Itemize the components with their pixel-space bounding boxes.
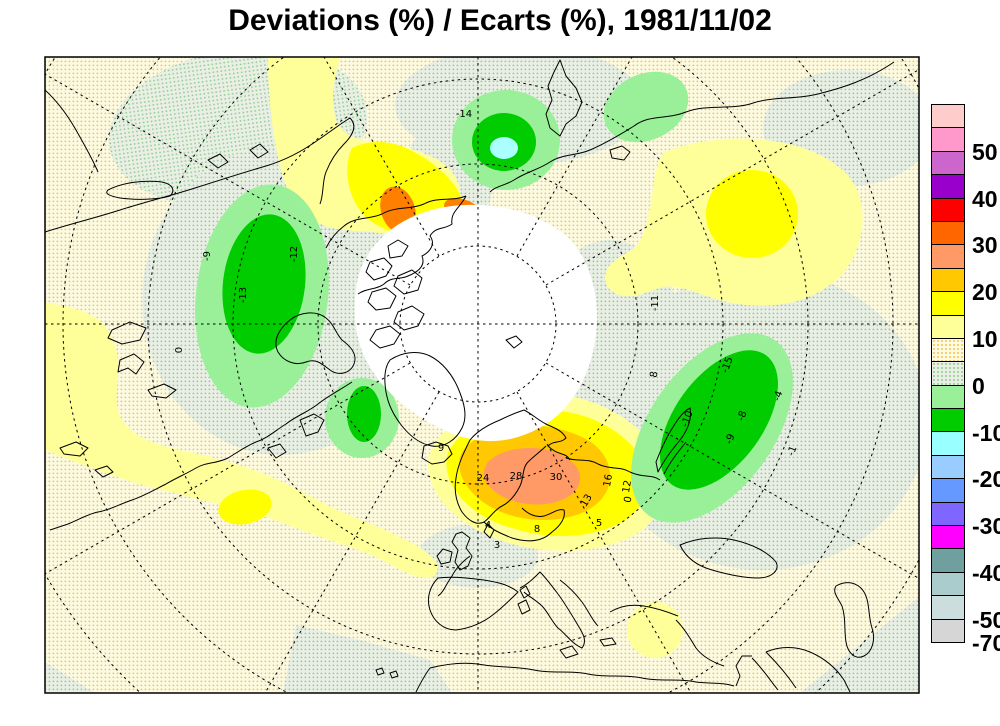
contour-value-label: 0 [174, 347, 185, 353]
colorbar-cell [931, 104, 965, 129]
colorbar-cell [931, 244, 965, 269]
contour-value-label: 16 [602, 473, 615, 487]
colorbar-cell [931, 127, 965, 152]
contour-value-label: -1 [786, 445, 800, 458]
colorbar-tick-label: 20 [972, 279, 998, 306]
contour-value-label: 30 [550, 472, 563, 483]
contour-value-label: 12 [621, 479, 634, 493]
contour-value-label: -15 [720, 356, 736, 375]
contour-value-label: 0 [623, 495, 635, 503]
colorbar-cell [931, 431, 965, 456]
contour-value-label: -4 [772, 390, 786, 403]
colorbar-cell [931, 548, 965, 573]
colorbar-cell [931, 291, 965, 316]
colorbar-cell [931, 267, 965, 293]
colorbar-tick-label: 30 [972, 232, 998, 259]
colorbar-cell [931, 384, 965, 410]
contour-value-label: 8 [534, 524, 540, 535]
colorbar-cell [931, 571, 965, 597]
contour-value-label: -10 [680, 410, 696, 429]
contour-value-label: 28 [510, 471, 523, 482]
colorbar-tick-label: -20 [972, 466, 1000, 493]
figure-title: Deviations (%) / Ecarts (%), 1981/11/02 [228, 4, 772, 37]
contour-value-label: 4 [485, 520, 491, 531]
colorbar-tick-label: 40 [972, 185, 998, 212]
colorbar-tick-label: -30 [972, 513, 1000, 540]
contour-value-label: 3 [494, 540, 500, 551]
colorbar-cell [931, 337, 965, 363]
colorbar-cell [931, 501, 965, 527]
colorbar-cell [931, 197, 965, 222]
contour-value-label: -8 [736, 410, 750, 423]
contour-value-label: 24 [477, 473, 490, 484]
colorbar-tick-label: -10 [972, 419, 1000, 446]
contour-value-label: 8 [649, 370, 661, 378]
contour-value-label: 5 [596, 518, 602, 529]
colorbar-cell [931, 454, 965, 480]
colorbar-tick-label: 10 [972, 326, 998, 352]
contour-value-label: 9 [438, 443, 444, 454]
colorbar-cell [931, 150, 965, 176]
colorbar-cell [931, 478, 965, 503]
colorbar-cell [931, 408, 965, 433]
deviation-blobs [45, 57, 863, 658]
contour-value-label: -13 [238, 287, 249, 303]
colorbar-tick-label: -50 [972, 606, 1000, 633]
colorbar-cell [931, 595, 965, 620]
colorbar-tick-label: 50 [972, 138, 998, 165]
colorbar-cell [931, 174, 965, 199]
colorbar-tick-label: -40 [972, 560, 1000, 586]
white-polar-cap [354, 204, 598, 442]
colorbar-cell [931, 361, 965, 386]
colorbar-cell [931, 618, 965, 643]
contour-value-label: -11 [650, 295, 661, 311]
contour-value-label: -14 [456, 109, 472, 120]
colorbar-tick-label: -70 [972, 630, 1000, 657]
colorbar-legend: 50 40 30 20 10 0 -10 -20 -30 -40 -50 -70 [931, 104, 1000, 655]
contour-value-label: -9 [202, 251, 213, 261]
contour-value-label: -9 [724, 433, 738, 446]
colorbar-tick-label: 0 [972, 372, 985, 399]
coastlines [45, 59, 895, 693]
colorbar-cell [931, 525, 965, 550]
contour-value-label: -12 [289, 246, 300, 262]
map-border [44, 56, 920, 694]
colorbar-cell [931, 314, 965, 339]
colorbar-cell [931, 220, 965, 246]
